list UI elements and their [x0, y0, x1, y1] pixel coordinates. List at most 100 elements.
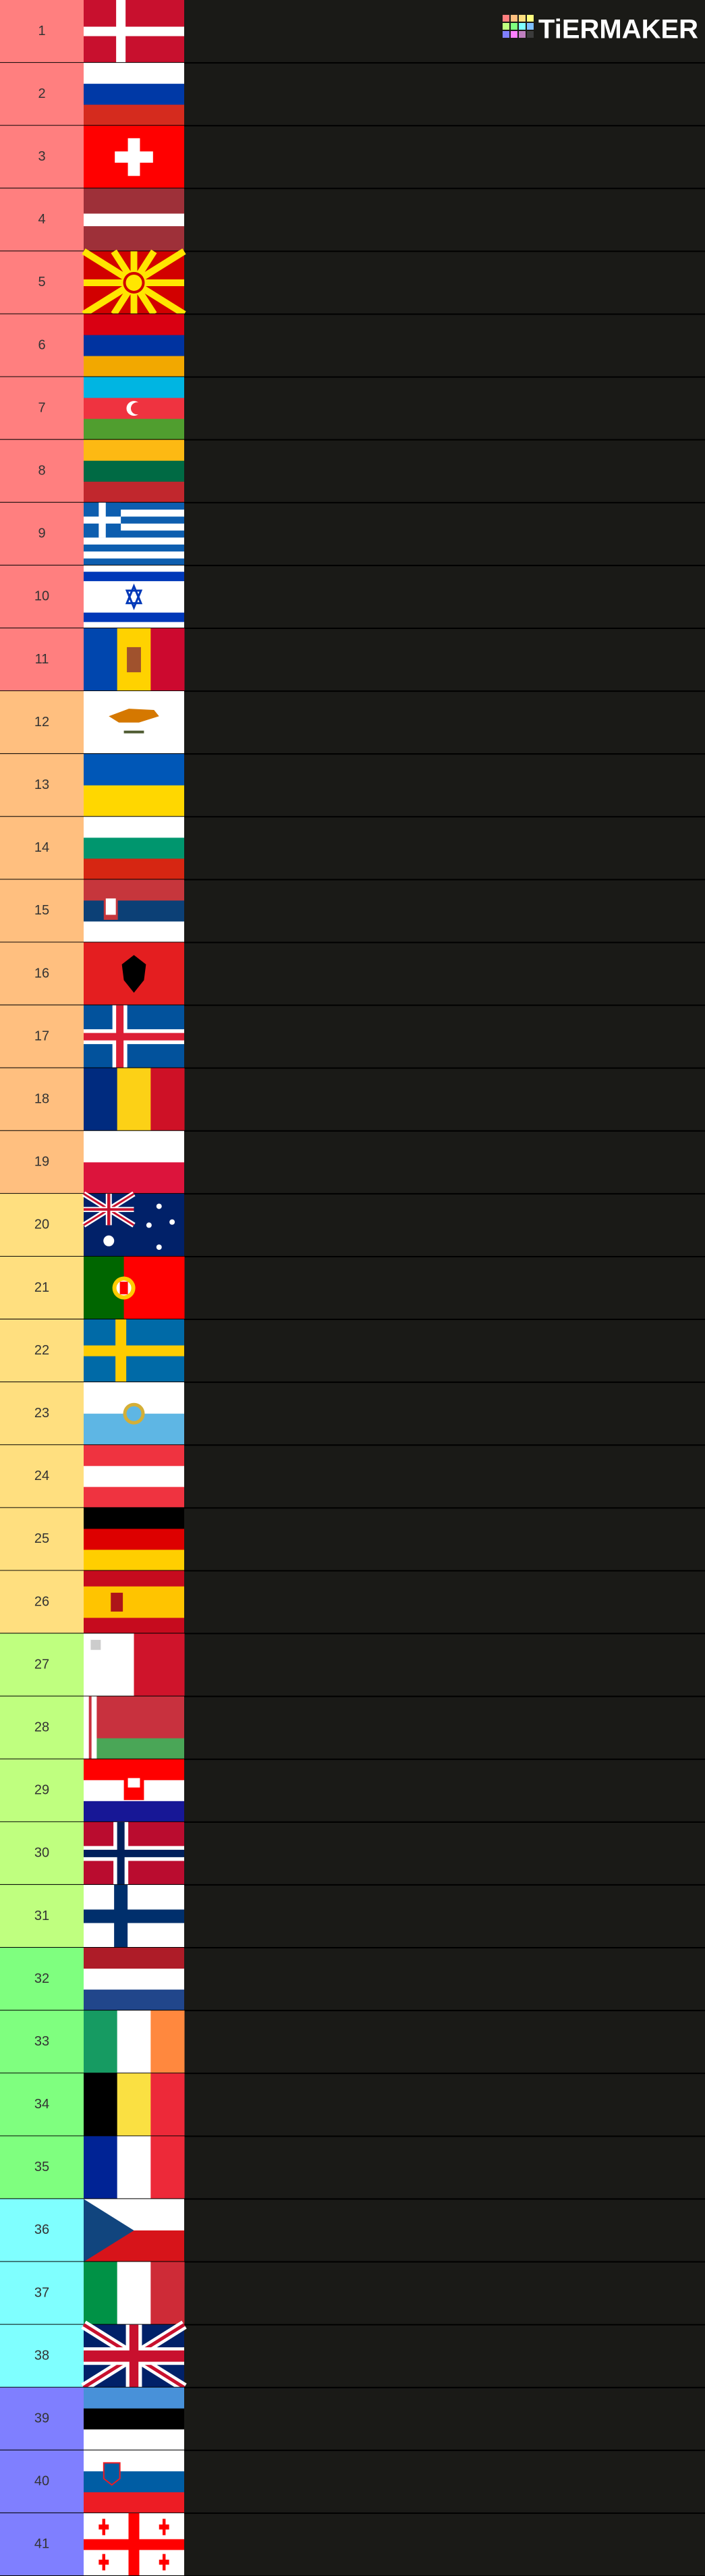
tier-label-cell	[0, 1633, 84, 1697]
tier-label-cell	[0, 1256, 84, 1320]
flag	[84, 628, 185, 692]
flag	[84, 2513, 184, 2576]
flag-part	[84, 1969, 184, 1990]
flag-part	[84, 460, 184, 483]
tier-label-cell	[0, 1696, 84, 1759]
logo-square	[527, 15, 534, 22]
logo-square	[511, 23, 517, 30]
tier-label-cell	[0, 439, 84, 503]
tier-row: 6	[0, 314, 705, 378]
flag-part	[109, 709, 159, 723]
flag-part	[84, 858, 184, 880]
tier-label-cell	[0, 2073, 84, 2137]
tier-row: 28	[0, 1696, 705, 1760]
flag-part	[111, 1593, 123, 1612]
flag-part	[84, 1849, 184, 1857]
tier-label-cell	[0, 1570, 84, 1634]
flag-part	[117, 1068, 151, 1131]
flag-part	[84, 1466, 184, 1487]
tier-label: 39	[34, 2411, 49, 2426]
tier-row: 13	[0, 754, 705, 818]
flag-part	[84, 879, 184, 901]
tier-label: 21	[34, 1280, 49, 1295]
tier-row: 21	[0, 1256, 705, 1321]
flag-part	[84, 921, 184, 943]
tier-label-cell	[0, 1130, 84, 1194]
flag-part	[84, 1068, 118, 1131]
flag-part	[115, 151, 153, 163]
flag	[84, 1948, 184, 2011]
flag	[84, 63, 184, 126]
tier-row: 5	[0, 248, 705, 317]
flag	[84, 1759, 184, 1823]
tier-row: 9	[0, 502, 705, 566]
flag-part	[84, 1208, 134, 1211]
tier-row: 38	[0, 2320, 705, 2392]
tier-label-cell	[0, 691, 84, 755]
flag-part	[119, 1282, 128, 1294]
flag	[84, 879, 184, 943]
flag-part	[84, 105, 184, 126]
tier-row: 15	[0, 879, 705, 943]
tier-label-cell	[0, 502, 84, 566]
flag	[84, 2010, 185, 2074]
tier-label: 26	[34, 1594, 49, 1609]
tier-label-cell	[0, 188, 84, 252]
flag-part	[84, 226, 184, 252]
flag-part	[84, 2387, 184, 2409]
tier-label: 7	[38, 400, 45, 415]
tier-row: 29	[0, 1759, 705, 1823]
tier-row: 36	[0, 2199, 705, 2263]
tier-row: 19	[0, 1130, 705, 1195]
flag-part	[150, 2073, 185, 2137]
flag-part	[84, 1508, 184, 1529]
flag-part	[84, 612, 184, 622]
tier-label-cell	[0, 942, 84, 1006]
flag-part	[84, 838, 184, 859]
flag-part	[125, 583, 143, 605]
tier-label-cell	[0, 0, 84, 63]
flag-part	[125, 274, 142, 291]
tier-label: 4	[38, 212, 45, 227]
tier-row: 23	[0, 1382, 705, 1446]
logo-square	[527, 23, 534, 30]
tier-label: 30	[34, 1846, 49, 1861]
flag-part	[90, 1639, 101, 1650]
flag-part	[84, 335, 184, 357]
tier-label: 40	[34, 2474, 49, 2489]
flag-part	[102, 2554, 106, 2571]
flag-part	[150, 1068, 185, 1131]
logo-square	[519, 31, 526, 38]
flag	[84, 2136, 185, 2199]
flag-part	[84, 544, 184, 552]
tier-label-cell	[0, 2324, 84, 2388]
flag	[84, 188, 184, 252]
flag	[84, 1005, 184, 1068]
tier-row: 32	[0, 1948, 705, 2012]
tier-row: 25	[0, 1508, 705, 1572]
flag-part	[84, 2471, 184, 2493]
flag	[84, 754, 184, 817]
tier-row: 41	[0, 2513, 705, 2576]
tier-label: 33	[34, 2034, 49, 2049]
tier-label-cell	[0, 2387, 84, 2450]
flag-part	[84, 516, 184, 524]
flag-part	[84, 1570, 184, 1587]
tier-label: 31	[34, 1909, 49, 1923]
tier-row: 11	[0, 628, 705, 692]
flag-part	[84, 1445, 184, 1467]
tier-label-cell	[0, 63, 84, 126]
tier-label: 5	[38, 275, 45, 290]
flag-part	[84, 2492, 184, 2514]
flag-part	[84, 1345, 184, 1356]
flag-part	[84, 2350, 184, 2362]
tier-label-cell	[0, 1884, 84, 1948]
flag-part	[84, 2199, 134, 2262]
flag	[84, 314, 184, 378]
tier-label: 15	[34, 903, 49, 918]
flag	[84, 1633, 185, 1697]
tier-label-cell	[0, 1005, 84, 1068]
tier-label-cell	[0, 2513, 84, 2576]
flag-part	[125, 589, 143, 611]
flag	[84, 1382, 184, 1446]
